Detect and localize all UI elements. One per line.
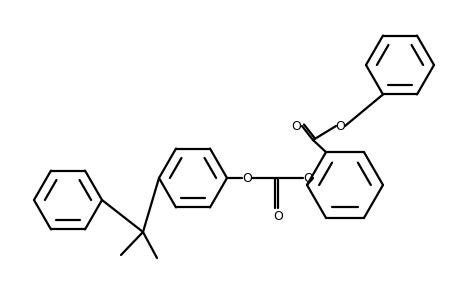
Text: O: O xyxy=(291,120,301,133)
Text: O: O xyxy=(273,210,283,223)
Text: O: O xyxy=(335,120,345,133)
Text: O: O xyxy=(242,172,252,185)
Text: O: O xyxy=(303,172,313,185)
